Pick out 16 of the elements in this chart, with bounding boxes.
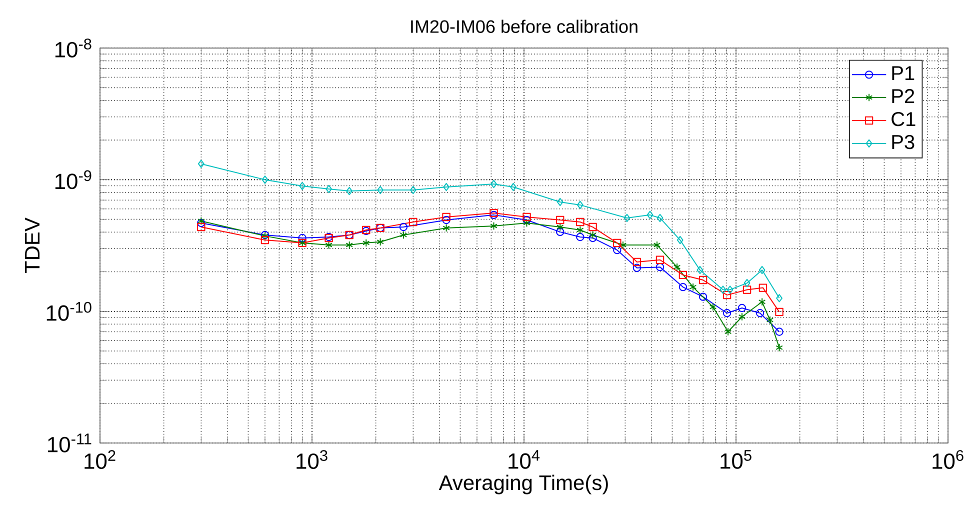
chart-title: IM20-IM06 before calibration [411, 20, 638, 33]
legend-label: P1 [892, 66, 914, 80]
y-tick-label: 10$^{-10}$ [46, 302, 92, 321]
y-axis-title: TDEV [25, 218, 40, 274]
x-axis-title: Averaging Time(s) [438, 474, 608, 494]
legend-label: P3 [892, 134, 914, 150]
y-tick-label: 10$^{-8}$ [55, 38, 92, 58]
x-tick-label: 10$^{4}$ [508, 450, 540, 469]
legend-label: C1 [892, 112, 916, 126]
x-tick-label: 10$^{5}$ [720, 450, 752, 469]
y-tick-label: 10$^{-9}$ [55, 170, 92, 190]
x-tick-label: 10$^{3}$ [296, 450, 328, 470]
legend-label: P2 [892, 89, 914, 104]
x-tick-label: 10$^{6}$ [932, 450, 964, 470]
y-tick-label: 10$^{-11}$ [48, 434, 92, 452]
x-tick-label: 10$^{2}$ [84, 450, 116, 470]
